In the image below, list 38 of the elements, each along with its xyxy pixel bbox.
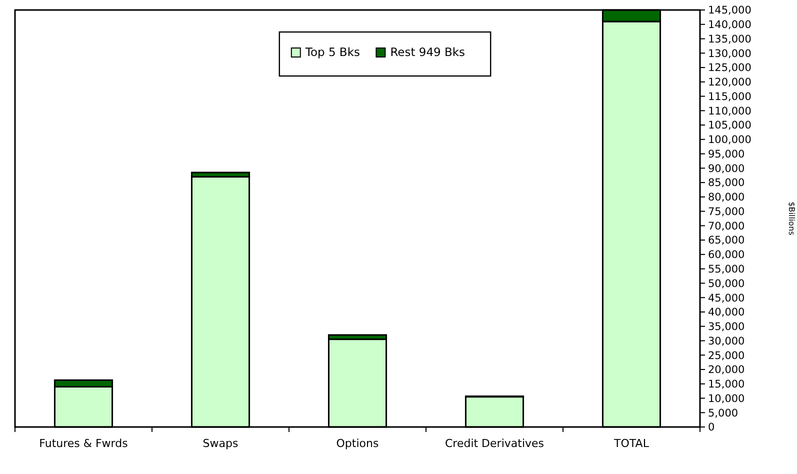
y-tick-label: 5,000: [708, 407, 738, 420]
y-tick-label: 45,000: [708, 292, 745, 304]
y-tick-label: 90,000: [708, 162, 745, 175]
y-tick-label: 50,000: [708, 278, 745, 290]
y-tick-label: 85,000: [708, 177, 745, 190]
y-tick-label: 135,000: [708, 33, 752, 46]
y-axis-title: $Billions: [787, 202, 796, 236]
y-tick-label: 70,000: [708, 220, 745, 232]
x-tick-label: Futures & Fwrds: [39, 437, 128, 450]
y-tick-label: 30,000: [708, 335, 745, 348]
y-tick-label: 140,000: [708, 19, 752, 32]
y-tick-label: 20,000: [708, 364, 745, 376]
y-tick-label: 10,000: [708, 392, 745, 405]
legend-label: Rest 949 Bks: [390, 45, 466, 60]
y-tick-label: 0: [708, 422, 715, 434]
x-tick-label: Swaps: [202, 437, 238, 450]
x-tick-label: Options: [336, 437, 379, 450]
x-tick-label: TOTAL: [613, 437, 650, 450]
y-tick-label: 100,000: [708, 134, 752, 146]
y-tick-label: 75,000: [708, 206, 745, 218]
x-tick-label: Credit Derivatives: [444, 437, 544, 450]
y-tick-label: 145,000: [708, 4, 752, 17]
y-tick-label: 115,000: [708, 90, 752, 103]
y-tick-label: 95,000: [708, 148, 745, 160]
y-tick-label: 55,000: [708, 264, 745, 276]
y-tick-label: 25,000: [708, 350, 745, 362]
y-tick-label: 80,000: [708, 192, 745, 204]
y-tick-label: 35,000: [708, 321, 745, 334]
y-tick-label: 40,000: [708, 306, 745, 319]
y-tick-label: 15,000: [708, 378, 745, 391]
y-tick-label: 110,000: [708, 105, 752, 118]
y-tick-label: 105,000: [708, 120, 752, 132]
y-tick-label: 60,000: [708, 249, 745, 262]
y-tick-label: 125,000: [708, 62, 752, 74]
y-tick-label: 120,000: [708, 76, 752, 89]
y-tick-label: 130,000: [708, 48, 752, 60]
y-tick-label: 65,000: [708, 234, 745, 247]
legend-label: Top 5 Bks: [304, 45, 360, 60]
